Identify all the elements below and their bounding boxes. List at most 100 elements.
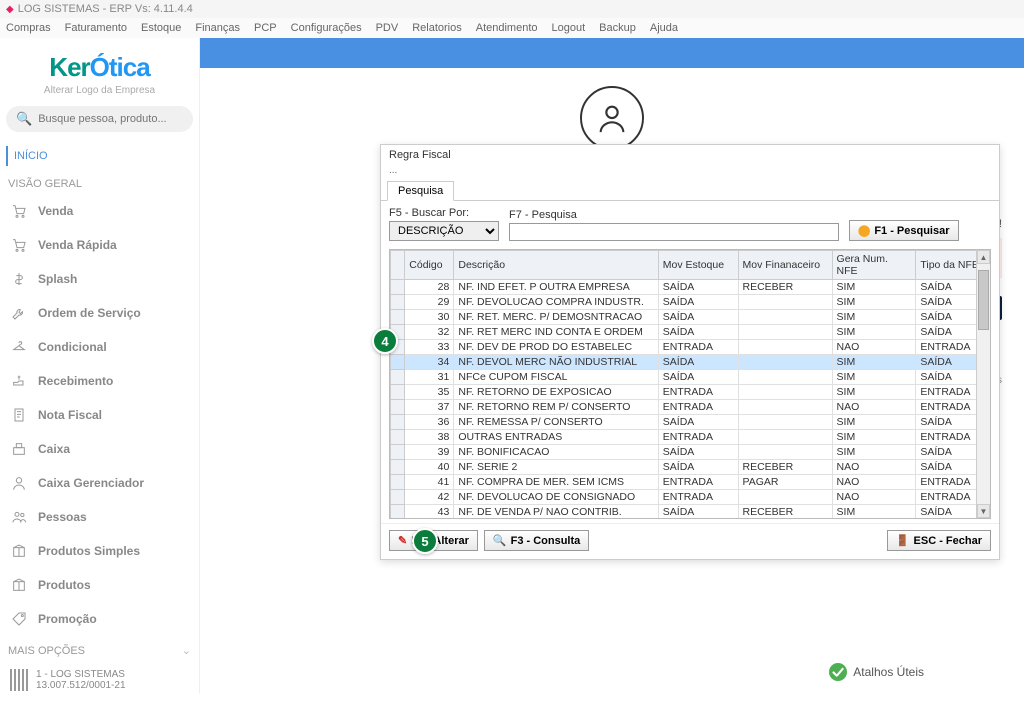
people-icon — [10, 508, 28, 526]
check-icon — [829, 663, 847, 681]
col-mov-finanaceiro[interactable]: Mov Finanaceiro — [738, 251, 832, 280]
col-descrição[interactable]: Descrição — [454, 251, 658, 280]
person-icon — [595, 101, 629, 135]
sidebar-item-label: Pessoas — [38, 510, 87, 524]
cart-icon — [10, 236, 28, 254]
header-blue-bar — [200, 38, 1024, 68]
table-row[interactable]: 39NF. BONIFICACAOSAÍDASIMSAÍDA — [391, 445, 990, 460]
tab-pesquisa[interactable]: Pesquisa — [387, 181, 454, 201]
person-icon — [10, 474, 28, 492]
pesquisar-button[interactable]: ⬤ F1 - Pesquisar — [849, 220, 959, 241]
sidebar-item-produtos[interactable]: Produtos — [6, 568, 193, 602]
table-row[interactable]: 32NF. RET MERC IND CONTA E ORDEMSAÍDASIM… — [391, 325, 990, 340]
menu-pdv[interactable]: PDV — [376, 22, 399, 34]
table-row[interactable]: 28NF. IND EFET. P OUTRA EMPRESASAÍDARECE… — [391, 280, 990, 295]
menu-relatorios[interactable]: Relatorios — [412, 22, 462, 34]
sidebar-item-label: Promoção — [38, 612, 97, 626]
sidebar-item-label: Caixa Gerenciador — [38, 476, 144, 490]
table-row[interactable]: 38OUTRAS ENTRADASENTRADASIMENTRADA — [391, 430, 990, 445]
sidebar-item-venda-rápida[interactable]: Venda Rápida — [6, 228, 193, 262]
menu-atendimento[interactable]: Atendimento — [476, 22, 538, 34]
scroll-thumb[interactable] — [978, 270, 989, 330]
table-row[interactable]: 37NF. RETORNO REM P/ CONSERTOENTRADANAOE… — [391, 400, 990, 415]
col-rowhead[interactable] — [391, 251, 405, 280]
sidebar-item-promoção[interactable]: Promoção — [6, 602, 193, 636]
menubar: Compras Faturamento Estoque Finanças PCP Conf… — [0, 18, 1024, 38]
table-row[interactable]: 36NF. REMESSA P/ CONSERTOSAÍDASIMSAÍDA — [391, 415, 990, 430]
sidebar-section-mais-label: MAIS OPÇÕES — [8, 645, 85, 657]
sidebar-item-caixa-gerenciador[interactable]: Caixa Gerenciador — [6, 466, 193, 500]
sidebar-item-recebimento[interactable]: Recebimento — [6, 364, 193, 398]
pesquisar-label: F1 - Pesquisar — [874, 225, 949, 237]
sidebar-item-venda[interactable]: Venda — [6, 194, 193, 228]
sidebar-item-nota-fiscal[interactable]: Nota Fiscal — [6, 398, 193, 432]
menu-ajuda[interactable]: Ajuda — [650, 22, 678, 34]
menu-compras[interactable]: Compras — [6, 22, 51, 34]
f7-input[interactable] — [509, 223, 839, 241]
logo-subtitle[interactable]: Alterar Logo da Empresa — [6, 85, 193, 96]
table-row[interactable]: 33NF. DEV DE PROD DO ESTABELECENTRADANAO… — [391, 340, 990, 355]
col-código[interactable]: Código — [405, 251, 454, 280]
menu-pcp[interactable]: PCP — [254, 22, 277, 34]
dollar-icon — [10, 270, 28, 288]
consulta-button[interactable]: 🔍 F3 - Consulta — [484, 530, 589, 551]
scroll-down-icon[interactable]: ▼ — [977, 504, 990, 518]
dialog-title: Regra Fiscal — [381, 145, 999, 165]
hand-dollar-icon — [10, 372, 28, 390]
table-row[interactable]: 41NF. COMPRA DE MER. SEM ICMSENTRADAPAGA… — [391, 475, 990, 490]
table-row[interactable]: 43NF. DE VENDA P/ NAO CONTRIB.SAÍDARECEB… — [391, 505, 990, 520]
table-row[interactable]: 31NFCe CUPOM FISCALSAÍDASIMSAÍDA — [391, 370, 990, 385]
sidebar-footer: 1 - LOG SISTEMAS 13.007.512/0001-21 — [6, 661, 193, 703]
callout-4: 4 — [372, 328, 398, 354]
logo: KerÓtica — [6, 46, 193, 85]
table-row[interactable]: 40NF. SERIE 2SAÍDARECEBERNAOSAÍDA — [391, 460, 990, 475]
col-gera-num-nfe[interactable]: Gera Num. NFE — [832, 251, 916, 280]
results-grid[interactable]: CódigoDescriçãoMov EstoqueMov Finanaceir… — [390, 250, 990, 519]
sidebar-item-label: Produtos Simples — [38, 544, 140, 558]
menu-logout[interactable]: Logout — [552, 22, 586, 34]
table-row[interactable]: 29NF. DEVOLUCAO COMPRA INDUSTR.SAÍDASIMS… — [391, 295, 990, 310]
sidebar-item-label: Caixa — [38, 442, 70, 456]
sidebar-inicio[interactable]: INÍCIO — [6, 146, 193, 166]
dialog-sub: ... — [381, 165, 999, 180]
grid-wrap: CódigoDescriçãoMov EstoqueMov Finanaceir… — [389, 249, 991, 519]
menu-configurações[interactable]: Configurações — [291, 22, 362, 34]
menu-finanças[interactable]: Finanças — [195, 22, 240, 34]
menu-backup[interactable]: Backup — [599, 22, 636, 34]
search-box[interactable]: 🔍 — [6, 106, 193, 132]
sidebar-item-ordem-de-serviço[interactable]: Ordem de Serviço — [6, 296, 193, 330]
table-row[interactable]: 42NF. DEVOLUCAO DE CONSIGNADOENTRADANAOE… — [391, 490, 990, 505]
register-icon — [10, 440, 28, 458]
sidebar-item-condicional[interactable]: Condicional — [6, 330, 193, 364]
sidebar-item-label: Produtos — [38, 578, 91, 592]
menu-faturamento[interactable]: Faturamento — [65, 22, 127, 34]
hanger-icon — [10, 338, 28, 356]
col-mov-estoque[interactable]: Mov Estoque — [658, 251, 738, 280]
table-row[interactable]: 34NF. DEVOL MERC NÃO INDUSTRIALSAÍDASIMS… — [391, 355, 990, 370]
sidebar-item-splash[interactable]: Splash — [6, 262, 193, 296]
search-input[interactable] — [38, 113, 183, 125]
sidebar-item-label: Recebimento — [38, 374, 113, 388]
sidebar-section-mais[interactable]: MAIS OPÇÕES ⌄ — [6, 640, 193, 661]
footer-company: 1 - LOG SISTEMAS — [36, 669, 126, 680]
sidebar-item-produtos-simples[interactable]: Produtos Simples — [6, 534, 193, 568]
edit-icon: ✎ — [398, 534, 407, 547]
wrench-icon — [10, 304, 28, 322]
regra-fiscal-dialog: Regra Fiscal ... Pesquisa F5 - Buscar Po… — [380, 144, 1000, 560]
table-row[interactable]: 35NF. RETORNO DE EXPOSICAOENTRADASIMENTR… — [391, 385, 990, 400]
cart-icon — [10, 202, 28, 220]
footer-cnpj: 13.007.512/0001-21 — [36, 680, 126, 691]
menu-estoque[interactable]: Estoque — [141, 22, 181, 34]
sidebar-item-label: Ordem de Serviço — [38, 306, 141, 320]
scroll-up-icon[interactable]: ▲ — [977, 250, 990, 264]
sidebar-item-caixa[interactable]: Caixa — [6, 432, 193, 466]
fechar-button[interactable]: 🚪 ESC - Fechar — [887, 530, 991, 551]
table-row[interactable]: 30NF. RET. MERC. P/ DEMOSNTRACAOSAÍDASIM… — [391, 310, 990, 325]
door-icon: 🚪 — [896, 534, 910, 547]
f5-select[interactable]: DESCRIÇÃO — [389, 221, 499, 241]
grid-scrollbar[interactable]: ▲ ▼ — [976, 250, 990, 518]
sidebar-item-pessoas[interactable]: Pessoas — [6, 500, 193, 534]
atalhos-uteis[interactable]: Atalhos Úteis — [829, 663, 924, 681]
box-icon — [10, 542, 28, 560]
sidebar-item-label: Splash — [38, 272, 77, 286]
